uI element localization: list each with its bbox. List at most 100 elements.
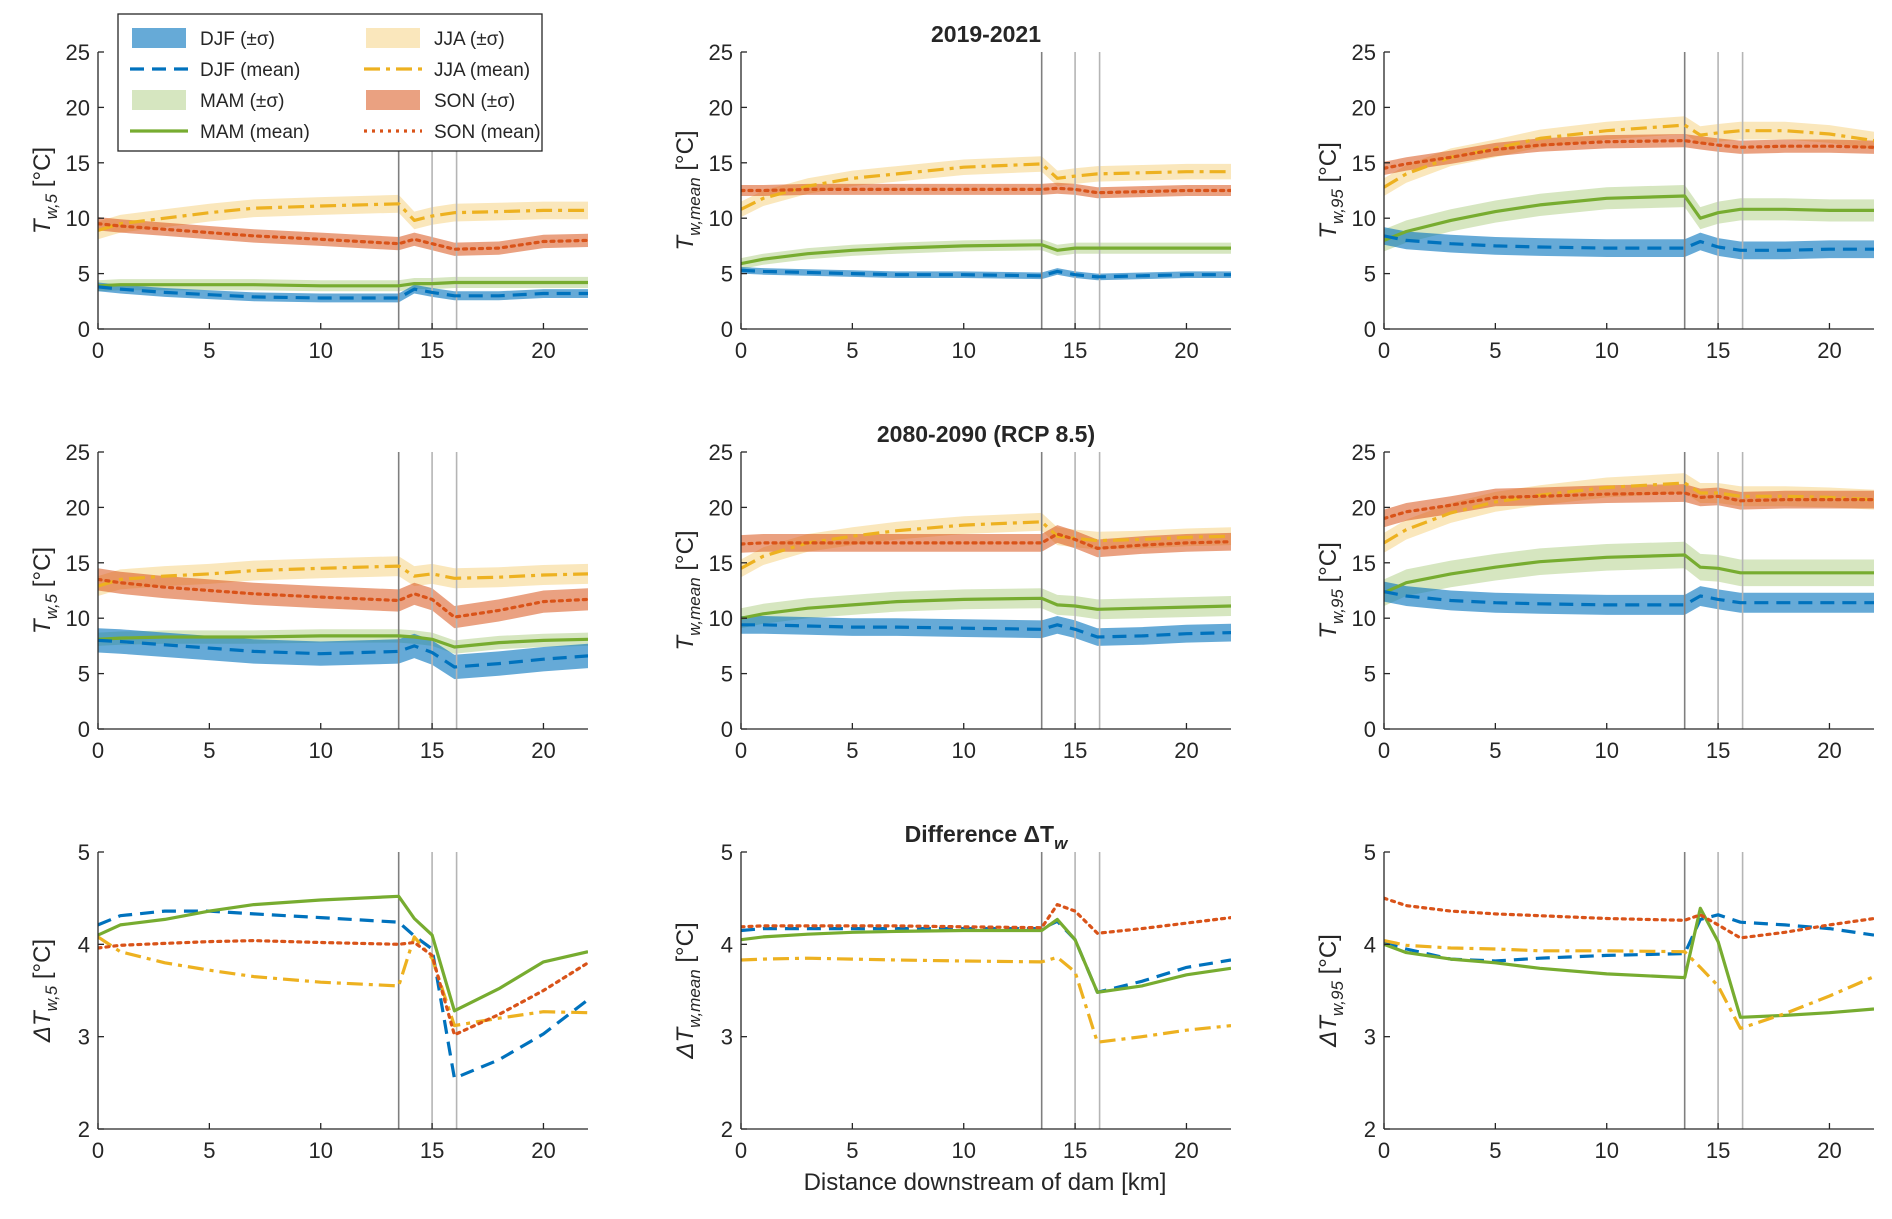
series-line-son: [1384, 139, 1874, 170]
series-line-mam: [741, 596, 1231, 620]
band-jja: [1384, 116, 1874, 196]
legend-label: DJF (mean): [200, 60, 300, 81]
plot-area: [1384, 852, 1874, 1129]
panel-title: 2080-2090 (RCP 8.5): [877, 421, 1095, 447]
y-tick-label: 0: [78, 317, 90, 342]
x-tick-label: 15: [420, 738, 444, 763]
x-tick-label: 0: [735, 738, 747, 763]
x-tick-label: 10: [951, 338, 975, 363]
x-tick-label: 10: [308, 338, 332, 363]
series-line-son: [1384, 491, 1874, 521]
band-mam: [1384, 185, 1874, 252]
legend: DJF (±σ) JJA (±σ) DJF (mean) JJA (mean) MAM …: [117, 13, 543, 152]
x-tick-label: 10: [1594, 338, 1618, 363]
panel-title: Difference ΔTw: [905, 821, 1069, 853]
series-line-jja: [1384, 939, 1874, 1031]
y-axis-label: Tw,5 [°C]: [29, 147, 61, 234]
plot-area: [741, 852, 1231, 1129]
series-line-mam: [1384, 906, 1874, 1019]
series-line-djf: [1384, 590, 1874, 607]
panel-1-3: 0 5 10 15 20 0 5 10 15 20 25 Tw,95 [°C]: [1315, 40, 1874, 363]
x-tick-label: 5: [1489, 1138, 1501, 1163]
y-tick-label: 10: [1352, 606, 1376, 631]
y-tick-label: 0: [721, 717, 733, 742]
x-tick-label: 10: [1594, 738, 1618, 763]
band-jja: [741, 512, 1231, 578]
series-line-jja: [98, 564, 588, 588]
y-tick-label: 2: [721, 1117, 733, 1142]
y-tick-label: 0: [721, 317, 733, 342]
x-tick-label: 10: [951, 1138, 975, 1163]
band-son: [98, 217, 588, 256]
x-tick-label: 0: [1378, 738, 1390, 763]
legend-label: MAM (±σ): [200, 91, 284, 112]
band-son: [98, 568, 588, 629]
series-line-mam: [1384, 553, 1874, 595]
y-tick-label: 5: [721, 840, 733, 865]
series-line-son: [741, 902, 1231, 935]
y-tick-label: 5: [721, 262, 733, 287]
series-line-djf: [98, 909, 588, 1080]
x-tick-label: 0: [1378, 1138, 1390, 1163]
y-tick-label: 3: [1364, 1025, 1376, 1050]
series-line-djf: [98, 638, 588, 669]
y-axis-label: Tw,5 [°C]: [29, 547, 61, 634]
y-tick-label: 15: [709, 151, 733, 176]
plot-area: [1384, 452, 1874, 729]
x-tick-label: 5: [203, 738, 215, 763]
series-line-son: [98, 577, 588, 619]
band-djf: [741, 616, 1231, 646]
y-tick-label: 15: [66, 151, 90, 176]
series-line-djf: [741, 623, 1231, 639]
series-line-son: [1384, 896, 1874, 940]
band-jja: [741, 156, 1231, 218]
y-tick-label: 3: [78, 1025, 90, 1050]
y-tick-label: 10: [66, 606, 90, 631]
series-line-jja: [741, 955, 1231, 1044]
legend-label: JJA (mean): [434, 60, 530, 81]
y-tick-label: 0: [1364, 717, 1376, 742]
series-line-jja: [741, 162, 1231, 211]
y-tick-label: 5: [78, 262, 90, 287]
legend-box: [117, 13, 543, 152]
x-tick-label: 10: [1594, 1138, 1618, 1163]
y-tick-label: 15: [1352, 551, 1376, 576]
y-tick-label: 10: [709, 606, 733, 631]
x-tick-label: 5: [1489, 338, 1501, 363]
x-tick-label: 0: [92, 738, 104, 763]
x-tick-label: 10: [308, 738, 332, 763]
y-tick-label: 20: [1352, 495, 1376, 520]
y-tick-label: 3: [721, 1025, 733, 1050]
x-tick-label: 15: [420, 338, 444, 363]
x-tick-label: 20: [531, 1138, 555, 1163]
band-son: [741, 525, 1231, 558]
y-tick-label: 4: [721, 932, 733, 957]
series-line-djf: [741, 919, 1231, 994]
x-tick-label: 20: [1174, 338, 1198, 363]
y-tick-label: 4: [78, 932, 90, 957]
x-tick-label: 0: [735, 1138, 747, 1163]
y-tick-label: 0: [1364, 317, 1376, 342]
x-tick-label: 5: [203, 1138, 215, 1163]
series-line-jja: [98, 935, 588, 1028]
band-son: [741, 182, 1231, 199]
x-tick-label: 5: [846, 738, 858, 763]
legend-swatch-djf-band: [132, 28, 186, 48]
legend-label: SON (mean): [434, 122, 541, 143]
series-line-djf: [98, 285, 588, 300]
plot-area: [1384, 52, 1874, 329]
x-tick-label: 20: [531, 338, 555, 363]
legend-label: JJA (±σ): [434, 29, 505, 50]
x-tick-label: 0: [1378, 338, 1390, 363]
y-tick-label: 25: [709, 40, 733, 65]
series-line-djf: [741, 268, 1231, 279]
x-tick-label: 5: [1489, 738, 1501, 763]
series-line-son: [741, 532, 1231, 551]
band-mam: [741, 588, 1231, 629]
y-tick-label: 25: [66, 40, 90, 65]
y-axis-label: Tw,95 [°C]: [1315, 142, 1347, 239]
series-line-mam: [98, 634, 588, 649]
y-axis-label: ΔTw,95 [°C]: [1315, 934, 1347, 1048]
